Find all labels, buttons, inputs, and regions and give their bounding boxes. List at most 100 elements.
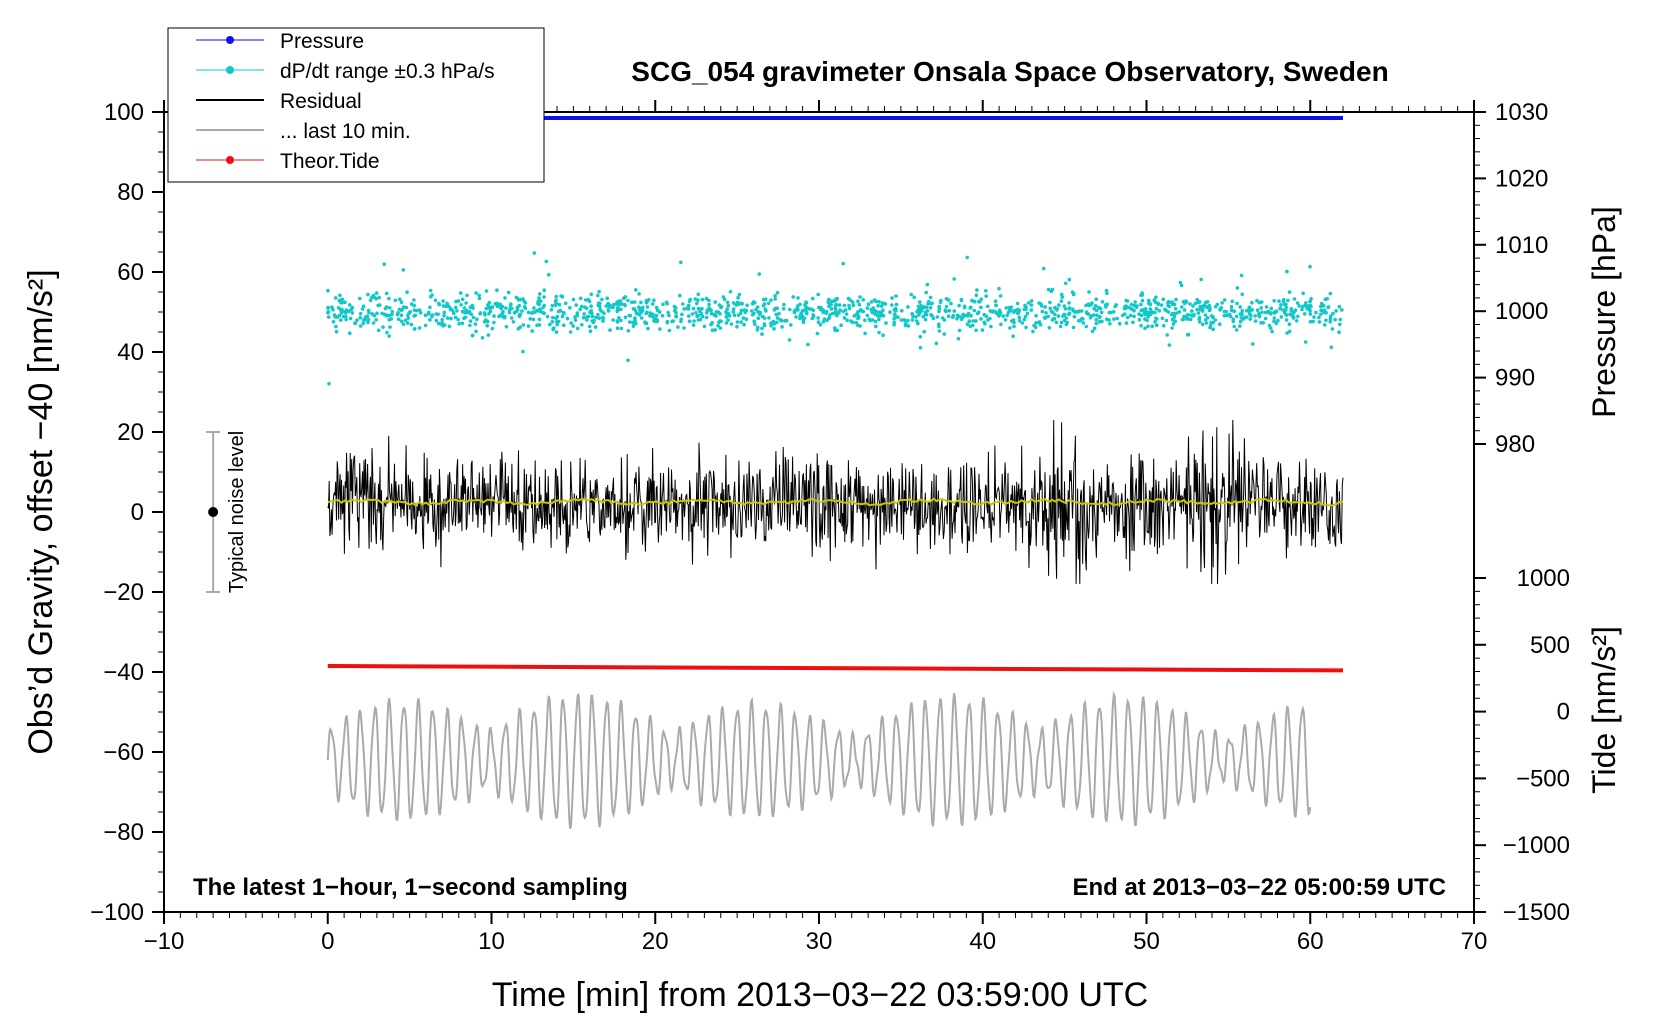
dpdt-point	[344, 317, 348, 322]
dpdt-point	[955, 316, 959, 321]
dpdt-point	[914, 315, 918, 319]
dpdt-point	[1094, 318, 1098, 322]
dpdt-point	[495, 288, 499, 293]
dpdt-point	[1255, 308, 1260, 313]
dpdt-point	[462, 306, 467, 310]
dpdt-point	[1077, 309, 1081, 314]
dpdt-point	[665, 319, 670, 324]
dpdt-point	[984, 294, 988, 298]
dpdt-point	[1188, 313, 1193, 317]
dpdt-point	[1094, 297, 1098, 302]
dpdt-point	[923, 317, 928, 322]
dpdt-point	[684, 306, 689, 311]
dpdt-point	[456, 299, 461, 303]
dpdt-point	[1191, 304, 1195, 308]
dpdt-point	[504, 325, 509, 329]
dpdt-point	[670, 319, 674, 324]
dpdt-point	[928, 306, 933, 310]
dpdt-point	[372, 313, 377, 318]
dpdt-point	[979, 305, 983, 310]
dpdt-point	[588, 329, 593, 334]
dpdt-point	[1238, 324, 1242, 328]
dpdt-point	[1218, 307, 1222, 311]
dpdt-point	[1053, 312, 1057, 317]
dpdt-point	[1170, 300, 1175, 305]
dpdt-point	[719, 319, 723, 324]
dpdt-point	[1079, 309, 1084, 313]
dpdt-point	[1048, 306, 1052, 311]
dpdt-point	[696, 307, 701, 311]
dpdt-point	[490, 326, 495, 331]
dpdt-point	[854, 321, 859, 325]
dpdt-point	[736, 313, 741, 317]
dpdt-point	[427, 310, 431, 315]
dpdt-point	[900, 309, 904, 313]
dpdt-point	[1167, 343, 1172, 347]
dpdt-point	[510, 306, 514, 311]
tide-tick-label: 1000	[1517, 565, 1570, 592]
dpdt-point	[471, 315, 476, 320]
dpdt-point	[358, 312, 363, 316]
dpdt-point	[1303, 303, 1307, 308]
dpdt-point	[334, 329, 339, 334]
dpdt-point	[739, 308, 744, 313]
dpdt-point	[406, 316, 411, 320]
dpdt-point	[713, 312, 717, 317]
dpdt-point	[518, 312, 523, 317]
dpdt-point	[521, 323, 526, 327]
dpdt-point	[623, 315, 628, 320]
dpdt-point	[545, 314, 550, 319]
dpdt-point	[626, 329, 631, 333]
dpdt-point	[1337, 304, 1342, 309]
dpdt-point	[1140, 308, 1145, 312]
dpdt-point	[1269, 311, 1273, 316]
dpdt-point	[1192, 312, 1196, 317]
dpdt-point	[1213, 318, 1218, 322]
dpdt-point	[984, 289, 988, 293]
dpdt-point	[1104, 288, 1109, 293]
dpdt-point	[1071, 291, 1076, 296]
dpdt-point	[1017, 315, 1022, 320]
x-tick-label: 60	[1297, 928, 1324, 955]
dpdt-point	[1087, 303, 1091, 308]
dpdt-point	[331, 320, 336, 324]
dpdt-point	[693, 297, 698, 301]
dpdt-point	[743, 310, 747, 315]
dpdt-point	[906, 324, 911, 328]
dpdt-point	[707, 298, 711, 303]
dpdt-point	[344, 311, 348, 315]
dpdt-point	[961, 315, 965, 320]
dpdt-point	[804, 309, 808, 314]
dpdt-point	[542, 295, 546, 299]
dpdt-point	[696, 318, 701, 322]
dpdt-point	[619, 307, 623, 312]
pressure-tick-label: 990	[1495, 365, 1535, 392]
dpdt-point	[581, 315, 586, 320]
dpdt-point	[1314, 310, 1318, 315]
dpdt-point	[724, 315, 729, 319]
dpdt-point	[637, 292, 641, 296]
dpdt-point	[518, 298, 522, 302]
residual-line	[327, 419, 1344, 585]
dpdt-point	[1196, 311, 1201, 315]
dpdt-point	[587, 324, 592, 329]
dpdt-point	[1320, 301, 1324, 306]
dpdt-point	[761, 303, 766, 308]
dpdt-point	[687, 314, 691, 318]
dpdt-point	[842, 303, 847, 308]
dpdt-point	[890, 296, 894, 300]
dpdt-point	[632, 307, 637, 311]
dpdt-point	[1124, 321, 1129, 325]
dpdt-point	[935, 315, 940, 319]
dpdt-point	[917, 313, 921, 317]
dpdt-point	[858, 324, 862, 328]
dpdt-point	[468, 323, 472, 328]
dpdt-point	[509, 316, 514, 320]
legend-entry-tide: Theor.Tide	[196, 150, 380, 173]
dpdt-point	[875, 310, 880, 314]
dpdt-point	[1154, 316, 1158, 321]
dpdt-point	[341, 314, 346, 319]
dpdt-point	[401, 322, 406, 327]
x-tick-label: 50	[1133, 928, 1160, 955]
dpdt-point	[493, 302, 498, 306]
